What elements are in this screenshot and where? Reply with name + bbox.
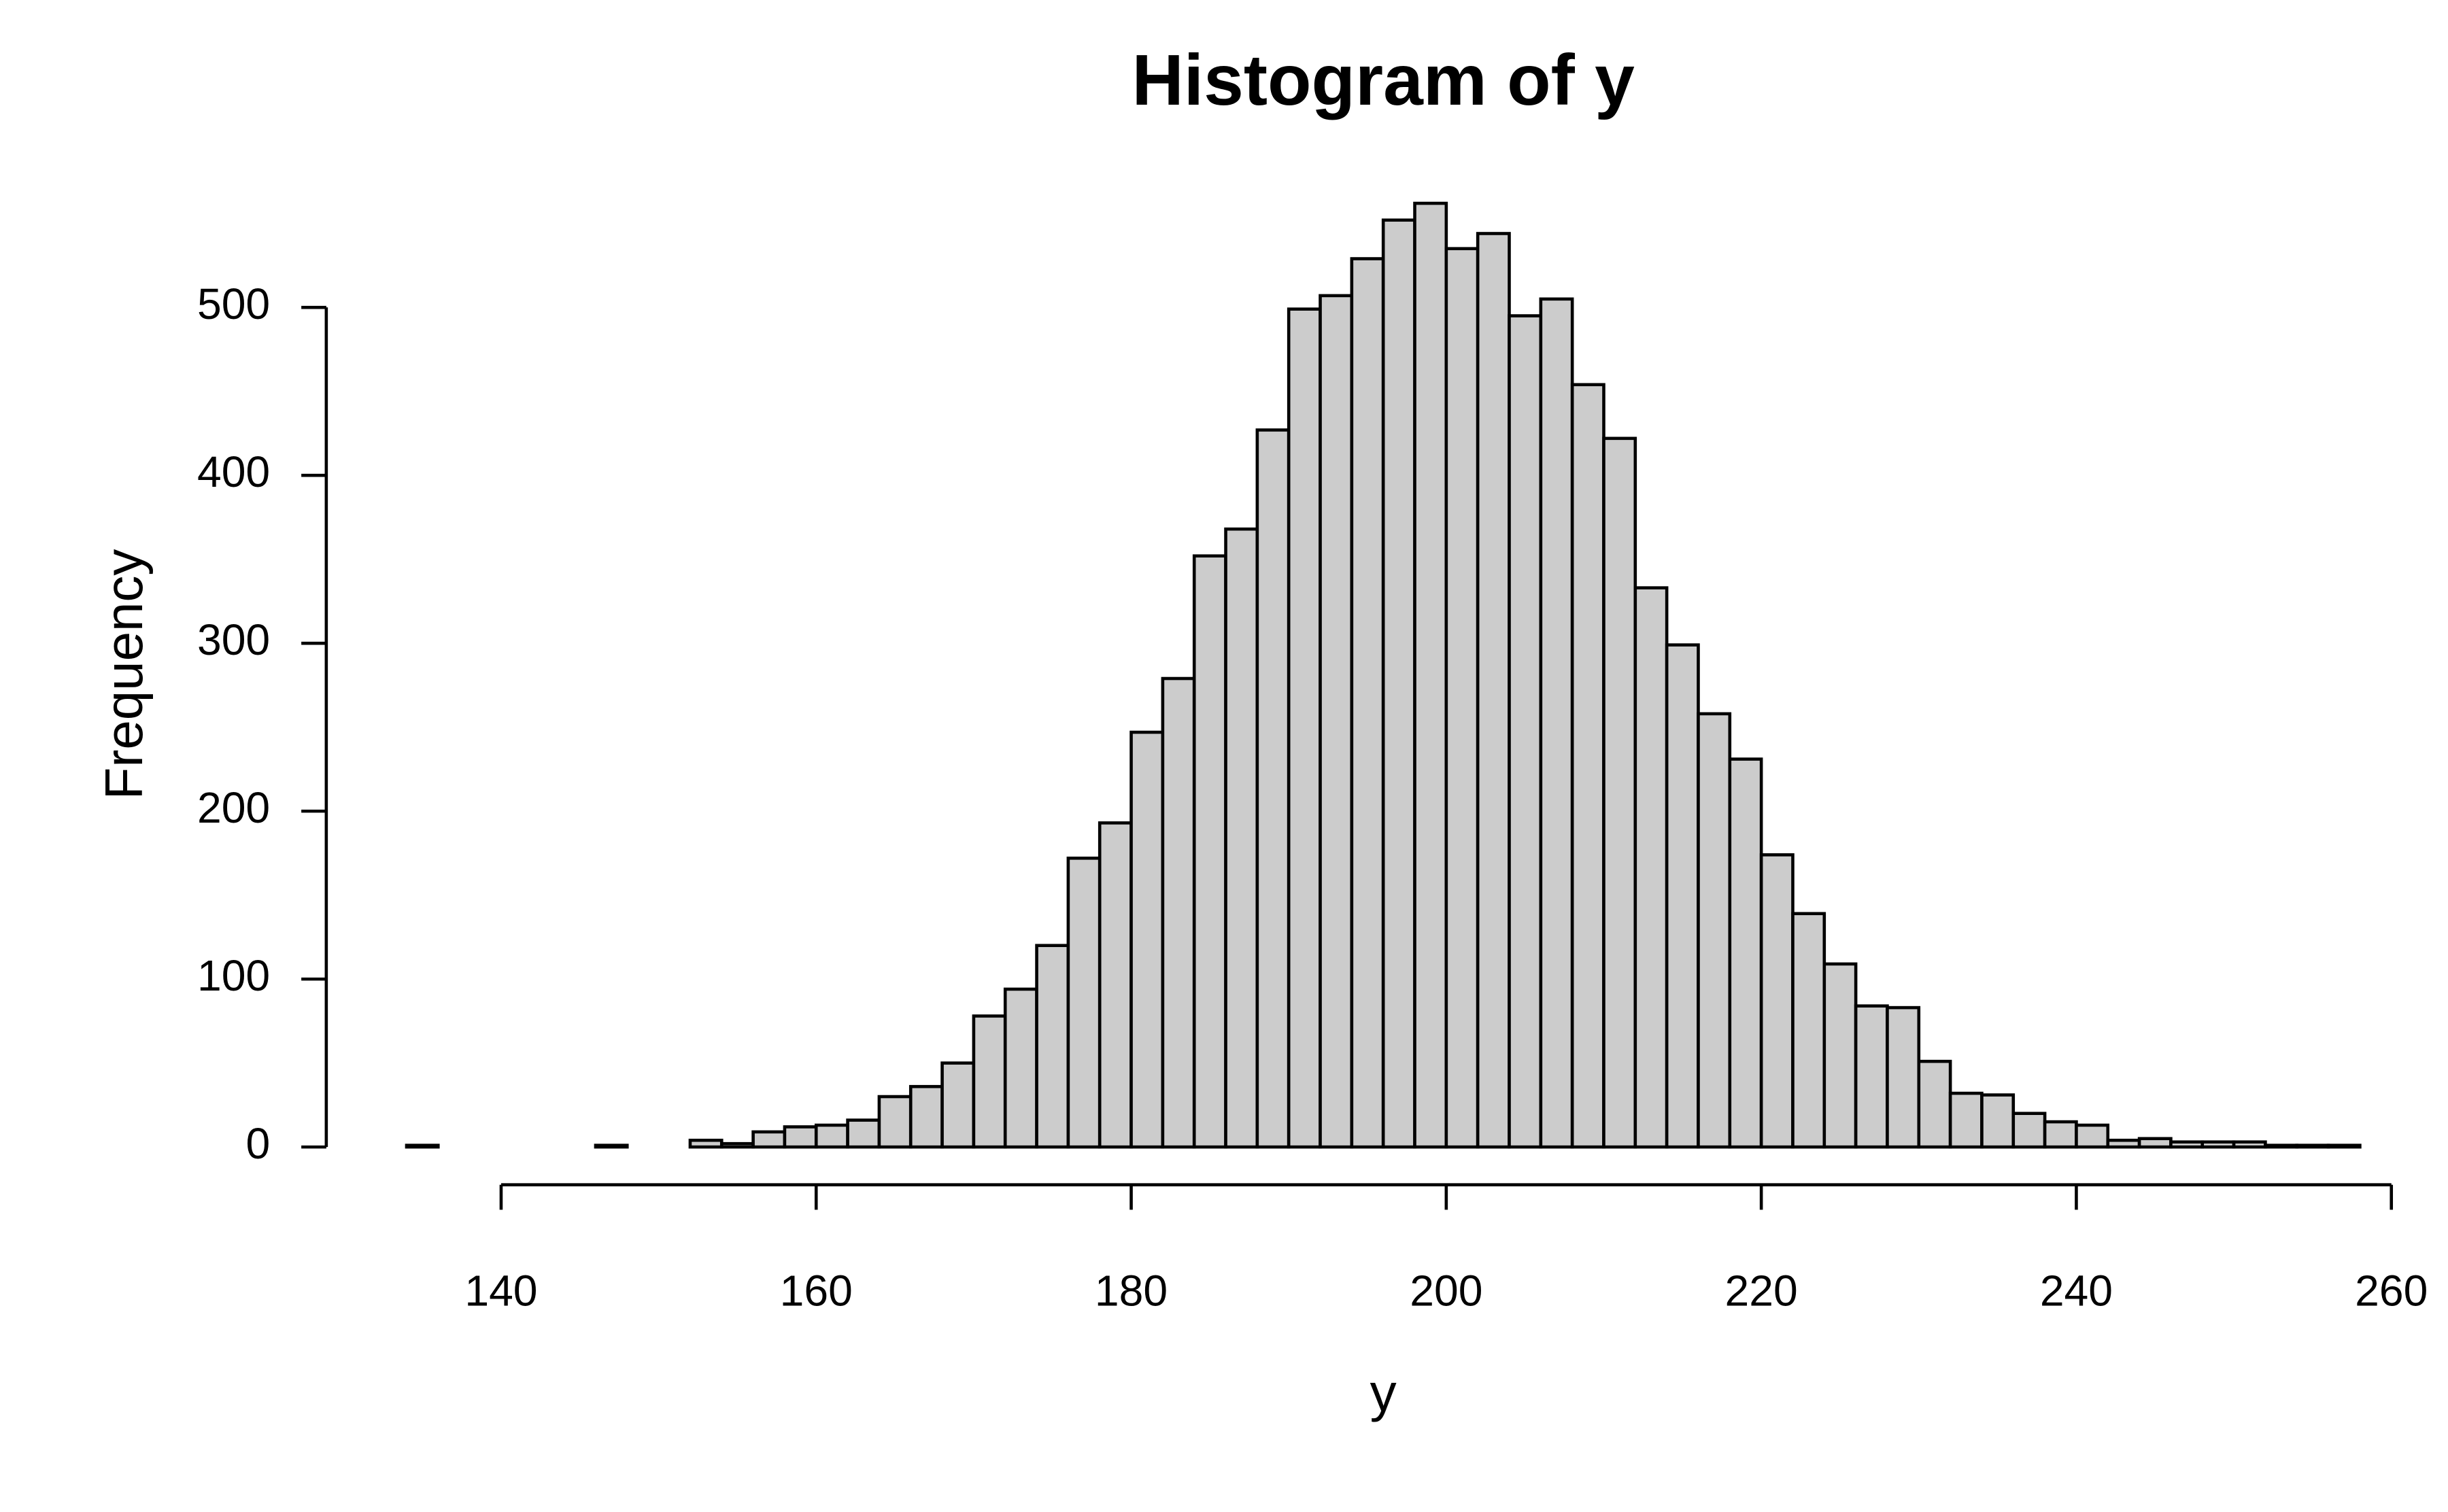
histogram-bar — [1003, 987, 1038, 1149]
histogram-bar — [688, 1138, 724, 1149]
histogram-bar — [1035, 944, 1070, 1149]
histogram-bar — [2264, 1144, 2299, 1149]
histogram-bar — [1539, 297, 1574, 1149]
histogram-bar — [1665, 643, 1700, 1149]
histogram-bar — [2011, 1112, 2047, 1149]
x-axis-label: y — [1370, 1363, 1397, 1423]
histogram-bar — [1948, 1091, 1984, 1149]
x-tick-label: 260 — [2355, 1266, 2428, 1315]
histogram-bar — [1570, 383, 1605, 1149]
x-tick-label: 240 — [2040, 1266, 2113, 1315]
histogram-bar — [2326, 1144, 2362, 1149]
histogram-bar — [908, 1084, 944, 1149]
histogram-bar — [1444, 247, 1480, 1149]
histogram-bar — [1822, 962, 1858, 1149]
histogram-bar — [2295, 1144, 2330, 1149]
histogram-bar — [2106, 1138, 2141, 1149]
histogram-bar — [1161, 676, 1196, 1149]
histogram-bar — [783, 1125, 818, 1149]
y-tick-label: 500 — [197, 279, 270, 328]
histogram-bar — [1508, 314, 1543, 1149]
histogram-bar — [405, 1144, 440, 1149]
histogram-bar — [940, 1061, 976, 1149]
histogram-bar — [751, 1130, 787, 1149]
histogram-bar — [1129, 730, 1165, 1149]
histogram-bar — [2200, 1140, 2236, 1149]
histogram-bar — [2043, 1120, 2078, 1149]
histogram-bar — [846, 1118, 881, 1149]
histogram-bar — [594, 1144, 629, 1149]
y-tick-label: 300 — [197, 615, 270, 664]
histogram-bar — [2075, 1123, 2110, 1149]
histogram-bar — [1980, 1093, 2016, 1149]
histogram-bar — [1413, 201, 1448, 1149]
x-tick-label: 180 — [1095, 1266, 1168, 1315]
histogram-bar — [1066, 856, 1102, 1149]
y-axis-label: Frequency — [94, 549, 154, 800]
histogram-bar — [1602, 436, 1637, 1149]
histogram-bar — [1224, 527, 1259, 1149]
x-tick-label: 160 — [780, 1266, 853, 1315]
x-tick-label: 220 — [1725, 1266, 1798, 1315]
histogram-bar — [1287, 307, 1322, 1149]
histogram-bar — [1319, 294, 1354, 1149]
histogram-bar — [2232, 1140, 2267, 1149]
y-tick-label: 400 — [197, 447, 270, 496]
histogram-bar — [719, 1141, 755, 1149]
histogram-bar — [1633, 586, 1669, 1149]
histogram-bar — [1728, 757, 1763, 1149]
histogram-bar — [1697, 712, 1732, 1149]
y-tick-label: 0 — [245, 1119, 270, 1168]
histogram-bar — [877, 1095, 913, 1149]
histogram-bar — [1476, 232, 1511, 1149]
histogram-bar — [1192, 554, 1227, 1149]
histogram-bar — [2137, 1137, 2173, 1149]
histogram-bar — [1791, 912, 1826, 1149]
histogram-bar — [1854, 1004, 1889, 1149]
histogram-bar — [972, 1014, 1007, 1149]
histogram-bar — [1381, 218, 1416, 1149]
x-tick-label: 140 — [464, 1266, 537, 1315]
histogram-bar — [2169, 1140, 2205, 1149]
histogram-bar — [1098, 821, 1133, 1149]
histogram-bar — [814, 1123, 849, 1149]
histogram-bar — [1917, 1059, 1952, 1149]
chart-title: Histogram of y — [1132, 40, 1635, 120]
histogram-bar — [1759, 853, 1795, 1149]
histogram-bar — [1886, 1006, 1921, 1149]
histogram-bar — [1255, 428, 1291, 1149]
x-tick-label: 200 — [1410, 1266, 1482, 1315]
histogram-bar — [1350, 257, 1385, 1149]
y-tick-label: 100 — [197, 951, 270, 1000]
y-tick-label: 200 — [197, 783, 270, 832]
